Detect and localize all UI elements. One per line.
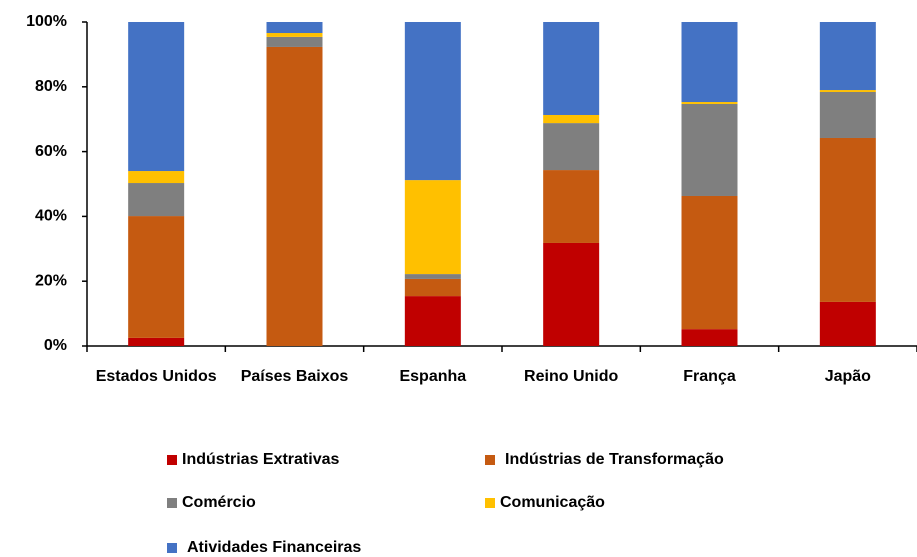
y-tick-label: 20% bbox=[35, 272, 67, 289]
bar-segment bbox=[819, 91, 876, 138]
legend-label: Indústrias de Transformação bbox=[505, 451, 724, 468]
bar-segment bbox=[404, 274, 461, 279]
bar-segment bbox=[819, 22, 876, 91]
bar-segment bbox=[404, 22, 461, 181]
bar-segment bbox=[819, 301, 876, 346]
bar-segment bbox=[404, 180, 461, 275]
bar-segment bbox=[404, 296, 461, 346]
legend-swatch bbox=[167, 498, 177, 508]
bar-segment bbox=[128, 183, 185, 217]
y-tick-label: 40% bbox=[35, 208, 67, 225]
bar-segment bbox=[681, 329, 738, 346]
y-tick-label: 100% bbox=[26, 13, 67, 30]
bar-segment bbox=[543, 242, 600, 346]
y-tick-label: 0% bbox=[44, 337, 67, 354]
legend-label: Comunicação bbox=[500, 494, 605, 511]
bar-segment bbox=[266, 22, 323, 34]
bar-segment bbox=[128, 22, 185, 172]
bar-segment bbox=[543, 22, 600, 115]
y-tick-label: 60% bbox=[35, 143, 67, 160]
bar-segment bbox=[404, 278, 461, 297]
y-tick-label: 80% bbox=[35, 78, 67, 95]
bar-segment bbox=[681, 195, 738, 330]
x-tick-label: Espanha bbox=[399, 368, 467, 385]
bar-segment bbox=[681, 22, 738, 103]
bar-segment bbox=[681, 102, 738, 104]
x-tick-label: Reino Unido bbox=[524, 368, 619, 385]
bar-segment bbox=[543, 123, 600, 171]
legend-swatch bbox=[167, 455, 177, 465]
bar-segment bbox=[266, 46, 323, 347]
bar-segment bbox=[543, 114, 600, 124]
legend-label: Indústrias Extrativas bbox=[182, 451, 340, 468]
x-tick-label: França bbox=[683, 368, 736, 385]
bar-segment bbox=[819, 90, 876, 92]
legend-label: Atividades Financeiras bbox=[187, 539, 361, 556]
x-tick-label: Países Baixos bbox=[240, 368, 349, 385]
bar-segment bbox=[128, 171, 185, 184]
bar-segment bbox=[128, 337, 185, 346]
legend-swatch bbox=[485, 498, 495, 508]
bar-segment bbox=[543, 170, 600, 243]
legend-swatch bbox=[167, 543, 177, 553]
bar-segment bbox=[266, 36, 323, 47]
x-tick-label: Estados Unidos bbox=[95, 368, 217, 385]
bar-segment bbox=[681, 103, 738, 196]
bar-segment bbox=[266, 33, 323, 37]
bar-segment bbox=[819, 137, 876, 302]
bar-segment bbox=[128, 216, 185, 338]
legend-swatch bbox=[485, 455, 495, 465]
legend-label: Comércio bbox=[182, 494, 256, 511]
x-tick-label: Japão bbox=[824, 368, 871, 385]
